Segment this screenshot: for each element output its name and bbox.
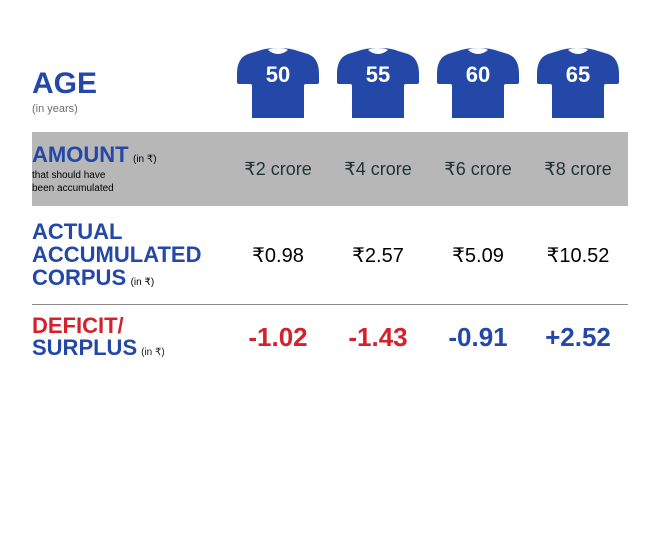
jersey-number: 50 [233,62,323,88]
amount-cell: ₹6 crore [428,159,528,180]
amount-cell: ₹4 crore [328,159,428,180]
amount-values: ₹2 crore ₹4 crore ₹6 crore ₹8 crore [228,159,628,180]
jersey-number: 65 [533,62,623,88]
corpus-line3: CORPUS (in ₹) [32,266,220,290]
age-col: 50 [228,48,328,118]
amount-cell: ₹2 crore [228,159,328,180]
amount-label-col: AMOUNT (in ₹) that should have been accu… [32,144,228,194]
table: AGE (in years) 50 55 [0,0,660,391]
deficit-cell: +2.52 [528,322,628,353]
age-label-col: AGE (in years) [32,51,228,115]
corpus-label-col: ACTUAL ACCUMULATED CORPUS (in ₹) [32,220,228,290]
deficit-cell: -0.91 [428,322,528,353]
corpus-cell: ₹0.98 [228,243,328,268]
deficit-cell: -1.02 [228,322,328,353]
jersey-icon: 60 [433,48,523,118]
amount-line2: that should have [32,170,220,181]
corpus-line2: ACCUMULATED [32,243,220,266]
age-col: 65 [528,48,628,118]
jersey-icon: 65 [533,48,623,118]
corpus-cell: ₹5.09 [428,243,528,268]
amount-line1: AMOUNT (in ₹) [32,144,220,167]
deficit-line2: SURPLUS(in ₹) [32,337,220,359]
amount-row: AMOUNT (in ₹) that should have been accu… [32,132,628,206]
amount-line3: been accumulated [32,183,220,194]
amount-cell: ₹8 crore [528,159,628,180]
jersey-icon: 55 [333,48,423,118]
deficit-label-col: DEFICIT/ SURPLUS(in ₹) [32,315,228,359]
corpus-cell: ₹2.57 [328,243,428,268]
jersey-number: 60 [433,62,523,88]
jersey-number: 55 [333,62,423,88]
age-col: 55 [328,48,428,118]
corpus-cell: ₹10.52 [528,243,628,268]
separator [32,304,628,305]
deficit-row: DEFICIT/ SURPLUS(in ₹) -1.02 -1.43 -0.91… [32,315,628,367]
header-row: AGE (in years) 50 55 [32,48,628,118]
age-subtitle: (in years) [32,103,220,115]
corpus-values: ₹0.98 ₹2.57 ₹5.09 ₹10.52 [228,243,628,268]
deficit-line1: DEFICIT/ [32,315,220,337]
deficit-cell: -1.43 [328,322,428,353]
corpus-line1: ACTUAL [32,220,220,243]
age-col: 60 [428,48,528,118]
age-value-cols: 50 55 60 [228,48,628,118]
deficit-values: -1.02 -1.43 -0.91 +2.52 [228,322,628,353]
jersey-icon: 50 [233,48,323,118]
corpus-row: ACTUAL ACCUMULATED CORPUS (in ₹) ₹0.98 ₹… [32,220,628,304]
age-title: AGE [32,69,220,99]
